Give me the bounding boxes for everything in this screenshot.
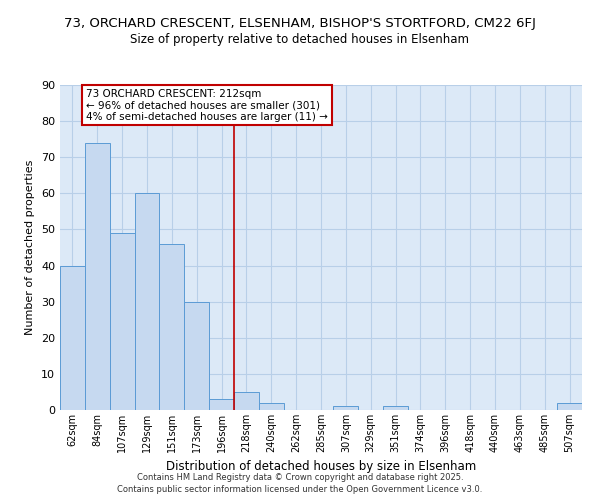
- Bar: [85, 143, 110, 410]
- Y-axis label: Number of detached properties: Number of detached properties: [25, 160, 35, 335]
- Bar: [259, 403, 284, 410]
- Text: Contains public sector information licensed under the Open Government Licence v3: Contains public sector information licen…: [118, 485, 482, 494]
- Text: Size of property relative to detached houses in Elsenham: Size of property relative to detached ho…: [131, 32, 470, 46]
- Text: 73, ORCHARD CRESCENT, ELSENHAM, BISHOP'S STORTFORD, CM22 6FJ: 73, ORCHARD CRESCENT, ELSENHAM, BISHOP'S…: [64, 18, 536, 30]
- Text: Contains HM Land Registry data © Crown copyright and database right 2025.: Contains HM Land Registry data © Crown c…: [137, 472, 463, 482]
- Text: 73 ORCHARD CRESCENT: 212sqm
← 96% of detached houses are smaller (301)
4% of sem: 73 ORCHARD CRESCENT: 212sqm ← 96% of det…: [86, 88, 328, 122]
- Bar: [160, 244, 184, 410]
- X-axis label: Distribution of detached houses by size in Elsenham: Distribution of detached houses by size …: [166, 460, 476, 473]
- Bar: [60, 266, 85, 410]
- Bar: [557, 403, 582, 410]
- Bar: [134, 194, 160, 410]
- Bar: [110, 233, 134, 410]
- Bar: [383, 406, 408, 410]
- Bar: [234, 392, 259, 410]
- Bar: [184, 302, 209, 410]
- Bar: [334, 406, 358, 410]
- Bar: [209, 399, 234, 410]
